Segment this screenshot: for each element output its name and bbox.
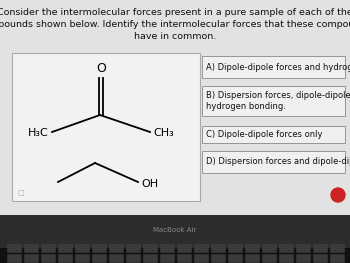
FancyBboxPatch shape xyxy=(7,245,21,252)
FancyBboxPatch shape xyxy=(330,255,344,262)
FancyBboxPatch shape xyxy=(195,255,209,262)
FancyBboxPatch shape xyxy=(58,245,72,252)
FancyBboxPatch shape xyxy=(126,245,140,252)
FancyBboxPatch shape xyxy=(330,245,344,252)
FancyBboxPatch shape xyxy=(58,255,72,262)
FancyBboxPatch shape xyxy=(161,255,175,262)
FancyBboxPatch shape xyxy=(177,255,191,262)
FancyBboxPatch shape xyxy=(280,245,294,252)
FancyBboxPatch shape xyxy=(296,245,310,252)
FancyBboxPatch shape xyxy=(76,245,90,252)
Text: □: □ xyxy=(17,190,24,196)
Circle shape xyxy=(331,188,345,202)
FancyBboxPatch shape xyxy=(229,255,243,262)
FancyBboxPatch shape xyxy=(262,245,276,252)
FancyBboxPatch shape xyxy=(202,126,345,143)
FancyBboxPatch shape xyxy=(110,245,124,252)
FancyBboxPatch shape xyxy=(177,245,191,252)
Text: OH: OH xyxy=(141,179,158,189)
FancyBboxPatch shape xyxy=(12,53,200,201)
FancyBboxPatch shape xyxy=(161,245,175,252)
FancyBboxPatch shape xyxy=(229,245,243,252)
FancyBboxPatch shape xyxy=(202,56,345,78)
FancyBboxPatch shape xyxy=(262,255,276,262)
FancyBboxPatch shape xyxy=(92,255,106,262)
Text: MacBook Air: MacBook Air xyxy=(153,227,197,233)
FancyBboxPatch shape xyxy=(314,255,328,262)
FancyBboxPatch shape xyxy=(144,255,158,262)
FancyBboxPatch shape xyxy=(76,255,90,262)
FancyBboxPatch shape xyxy=(314,245,328,252)
FancyBboxPatch shape xyxy=(245,255,259,262)
FancyBboxPatch shape xyxy=(195,245,209,252)
Text: D) Dispersion forces and dipole-dipole forces: D) Dispersion forces and dipole-dipole f… xyxy=(206,158,350,166)
FancyBboxPatch shape xyxy=(202,86,345,116)
Text: Consider the intermolecular forces present in a pure sample of each of the
compo: Consider the intermolecular forces prese… xyxy=(0,8,350,41)
FancyBboxPatch shape xyxy=(42,245,56,252)
FancyBboxPatch shape xyxy=(280,255,294,262)
FancyBboxPatch shape xyxy=(25,255,38,262)
FancyBboxPatch shape xyxy=(110,255,124,262)
FancyBboxPatch shape xyxy=(211,245,225,252)
FancyBboxPatch shape xyxy=(92,245,106,252)
FancyBboxPatch shape xyxy=(0,248,350,263)
Text: C) Dipole-dipole forces only: C) Dipole-dipole forces only xyxy=(206,130,322,139)
Text: A) Dipole-dipole forces and hydrogen bonding.: A) Dipole-dipole forces and hydrogen bon… xyxy=(206,63,350,72)
FancyBboxPatch shape xyxy=(25,245,38,252)
FancyBboxPatch shape xyxy=(144,245,158,252)
FancyBboxPatch shape xyxy=(0,215,350,263)
FancyBboxPatch shape xyxy=(245,245,259,252)
Text: B) Dispersion forces, dipole-dipole forces, and
hydrogen bonding.: B) Dispersion forces, dipole-dipole forc… xyxy=(206,91,350,111)
FancyBboxPatch shape xyxy=(126,255,140,262)
Text: H₃C: H₃C xyxy=(28,128,49,138)
FancyBboxPatch shape xyxy=(42,255,56,262)
FancyBboxPatch shape xyxy=(211,255,225,262)
FancyBboxPatch shape xyxy=(7,255,21,262)
Text: CH₃: CH₃ xyxy=(153,128,174,138)
FancyBboxPatch shape xyxy=(0,0,350,215)
FancyBboxPatch shape xyxy=(202,151,345,173)
Text: O: O xyxy=(96,62,106,75)
FancyBboxPatch shape xyxy=(296,255,310,262)
